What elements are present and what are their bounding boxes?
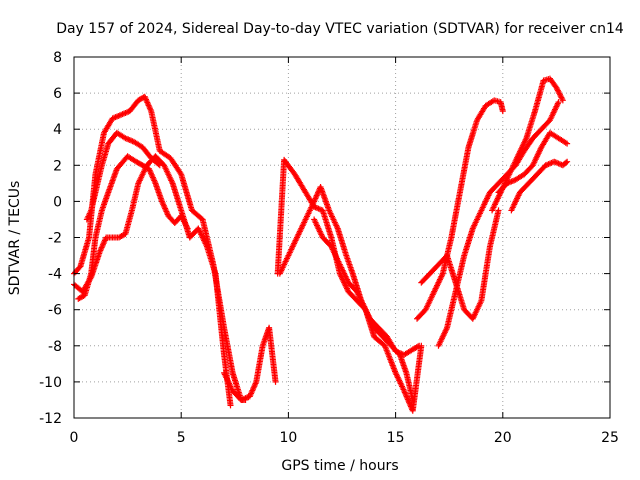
x-axis-label: GPS time / hours: [281, 458, 398, 474]
y-tick-label: 2: [53, 158, 62, 174]
y-axis-label: SDTVAR / TECUs: [7, 181, 23, 296]
series-track-5: [221, 324, 279, 403]
series-track-8: [311, 216, 425, 414]
y-tick-label: -4: [48, 267, 62, 283]
y-tick-label: -2: [48, 231, 62, 247]
data-point: [272, 378, 279, 385]
y-tick-label: -6: [48, 303, 62, 319]
x-tick-label: 0: [70, 430, 79, 446]
data-point: [495, 207, 502, 214]
y-tick-label: -10: [39, 375, 62, 391]
data-point: [499, 108, 506, 115]
chart-title: Day 157 of 2024, Sidereal Day-to-day VTE…: [56, 21, 624, 37]
x-tick-label: 10: [279, 430, 297, 446]
tick-labels: 0 5 10 15 20 25 -12 -10 -8 -6 -4 -2 0 2 4 6 8: [39, 50, 619, 446]
data-point: [555, 99, 562, 106]
series-track-6: [274, 156, 416, 403]
series-track-3: [75, 153, 191, 302]
y-tick-label: -12: [39, 411, 62, 427]
y-tick-label: 6: [53, 86, 62, 102]
y-tick-label: -8: [48, 339, 62, 355]
x-tick-label: 5: [177, 430, 186, 446]
y-tick-label: 0: [53, 194, 62, 210]
series-track-4: [83, 129, 163, 223]
data-point: [156, 162, 163, 169]
data-point: [564, 158, 571, 165]
data-point: [418, 342, 425, 349]
x-tick-label: 20: [494, 430, 512, 446]
data-point: [227, 402, 234, 409]
data-point: [564, 140, 571, 147]
series-track-14: [508, 158, 571, 214]
data-point: [177, 169, 184, 176]
data-point: [559, 97, 566, 104]
series-track-7: [276, 183, 423, 358]
data-point: [184, 225, 191, 232]
y-tick-label: 8: [53, 50, 62, 66]
x-tick-label: 25: [601, 430, 619, 446]
data-points: [71, 75, 571, 414]
series-track-12: [489, 75, 566, 214]
series-track-10: [418, 207, 502, 322]
data-point: [155, 161, 162, 168]
y-tick-label: 4: [53, 122, 62, 138]
series-track-13: [495, 129, 571, 196]
axis-ticks: [73, 56, 611, 419]
data-point: [563, 159, 570, 166]
x-tick-label: 15: [387, 430, 405, 446]
data-point: [414, 343, 421, 350]
